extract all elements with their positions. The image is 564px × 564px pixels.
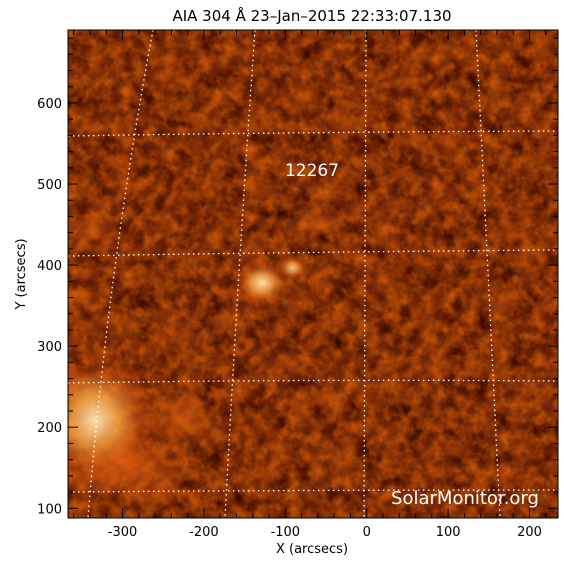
x-tick-label: -200 [189, 525, 219, 540]
x-tick-labels: -300 -200 -100 0 100 200 [108, 525, 542, 540]
y-tick-labels: 100 200 300 400 500 600 [37, 97, 62, 517]
plot-frame [67, 29, 559, 519]
axis-ticks [68, 30, 558, 518]
y-tick-label: 200 [37, 421, 62, 436]
x-axis-label: X (arcsecs) [276, 542, 348, 557]
y-tick-label: 600 [37, 97, 62, 112]
figure-title: AIA 304 Å 23–Jan–2015 22:33:07.130 [172, 6, 451, 25]
y-tick-label: 100 [37, 502, 62, 517]
y-tick-label: 500 [37, 178, 62, 193]
coordinate-grid [68, 30, 558, 518]
x-tick-label: 100 [436, 525, 461, 540]
region-label: 12267 [285, 161, 339, 181]
x-tick-label: -100 [271, 525, 301, 540]
x-tick-label: 0 [363, 525, 371, 540]
x-tick-label: -300 [108, 525, 138, 540]
watermark: SolarMonitor.org [391, 488, 539, 509]
y-tick-label: 400 [37, 259, 62, 274]
solar-image [68, 30, 558, 518]
y-axis-label: Y (arcsecs) [14, 238, 29, 310]
y-tick-label: 300 [37, 340, 62, 355]
x-tick-label: 200 [517, 525, 542, 540]
